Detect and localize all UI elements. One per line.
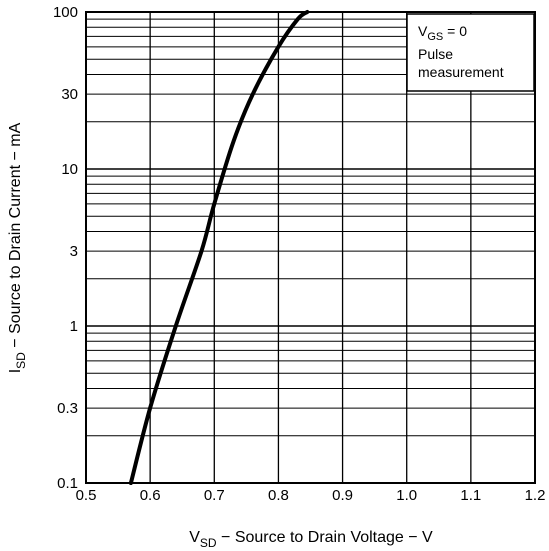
x-axis-title-sub: SD [200, 536, 217, 550]
x-tick-label: 0.9 [332, 487, 353, 504]
y-axis-title-rest: − Source to Drain Current − mA [7, 122, 24, 352]
y-tick-label: 30 [61, 86, 78, 103]
annotation-vgs-value: = 0 [443, 23, 467, 39]
annotation-background [406, 13, 535, 92]
series-line-0 [128, 10, 310, 485]
x-axis-title-prefix: V [189, 529, 200, 546]
x-tick-label: 0.6 [140, 487, 161, 504]
x-axis-title: VSD − Source to Drain Voltage − V [189, 529, 433, 550]
y-axis-title: ISD − Source to Drain Current − mA [7, 122, 28, 373]
x-tick-label: 0.7 [204, 487, 225, 504]
annotation-vgs-prefix: V [418, 23, 428, 39]
x-tick-labels: 0.5 0.6 0.7 0.8 0.9 1.0 1.1 1.2 [76, 487, 546, 504]
y-tick-label: 0.3 [57, 400, 78, 417]
x-tick-label: 1.2 [525, 487, 546, 504]
y-axis-title-prefix: I [7, 369, 24, 373]
y-axis-title-sub: SD [14, 352, 28, 369]
x-axis-title-rest: − Source to Drain Voltage − V [217, 529, 433, 546]
x-tick-label: 1.1 [460, 487, 481, 504]
y-tick-label: 10 [61, 161, 78, 178]
plot-frame [85, 11, 536, 484]
annotation-measurement: measurement [418, 64, 504, 80]
y-tick-label: 0.1 [57, 475, 78, 492]
y-tick-label: 3 [70, 243, 78, 260]
annotation-vgs: VGS = 0 [418, 23, 467, 43]
annotation-box: VGS = 0 Pulse measurement [406, 13, 535, 92]
y-tick-label: 1 [70, 318, 78, 335]
y-tick-label: 100 [53, 4, 78, 21]
annotation-vgs-sub: GS [427, 31, 443, 43]
y-tick-labels: 0.1 0.3 1 3 10 30 100 [53, 4, 78, 492]
annotation-pulse: Pulse [418, 46, 453, 62]
x-tick-label: 1.0 [396, 487, 417, 504]
x-tick-label: 0.5 [76, 487, 97, 504]
series-layer [128, 10, 310, 485]
x-tick-label: 0.8 [268, 487, 289, 504]
